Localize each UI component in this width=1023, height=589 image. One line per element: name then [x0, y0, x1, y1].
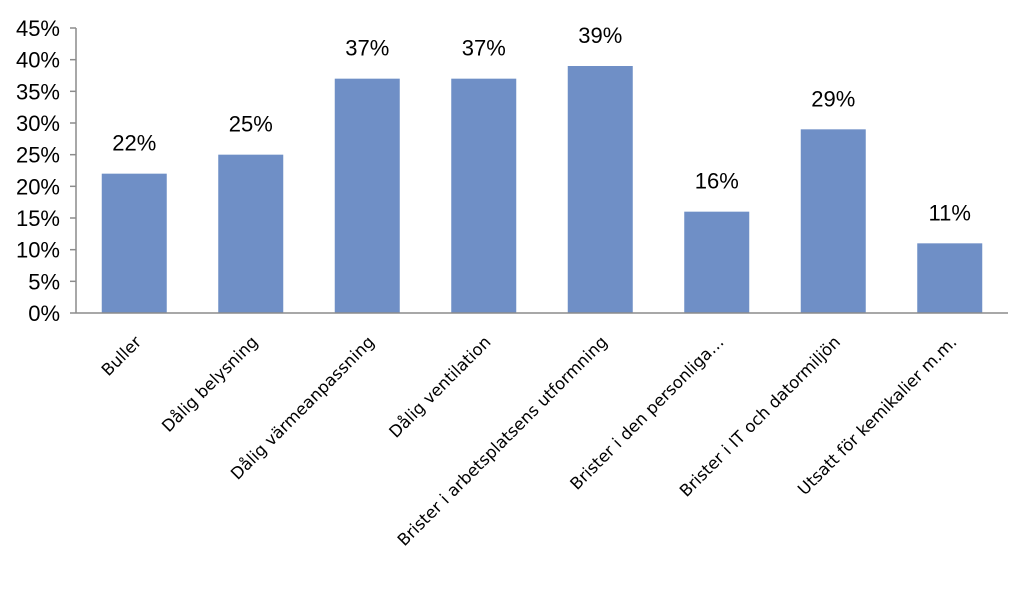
- data-label: 11%: [929, 200, 971, 225]
- bar: [451, 78, 517, 314]
- category-label: Buller: [98, 332, 145, 379]
- y-axis-ticks: 0% 5% 10% 15% 20% 25% 30% 35% 40% 45%: [16, 16, 76, 326]
- y-tick-label: 45%: [16, 16, 60, 41]
- data-label: 29%: [811, 86, 855, 111]
- y-tick-label: 5%: [28, 269, 60, 294]
- y-tick-label: 35%: [16, 79, 60, 104]
- data-labels: 22% 25% 37% 37% 39% 16% 29% 11%: [112, 23, 971, 225]
- data-label: 16%: [695, 169, 739, 194]
- bar: [917, 243, 983, 313]
- category-label: Brister i arbetsplatsens utformning: [394, 332, 611, 549]
- bars: [101, 66, 983, 314]
- data-label: 22%: [112, 131, 156, 156]
- y-tick-label: 0%: [28, 301, 60, 326]
- bar: [684, 211, 750, 313]
- category-label: Dålig belysning: [158, 332, 261, 435]
- y-tick-label: 20%: [16, 174, 60, 199]
- y-tick-label: 40%: [16, 48, 60, 73]
- bar: [567, 66, 633, 313]
- y-tick-label: 10%: [16, 238, 60, 263]
- axes: [75, 28, 1008, 314]
- y-tick-label: 15%: [16, 206, 60, 231]
- bar: [218, 154, 284, 313]
- bar: [101, 173, 167, 313]
- data-label: 37%: [345, 36, 389, 61]
- data-label: 25%: [229, 112, 273, 137]
- bar: [334, 78, 400, 314]
- data-label: 37%: [462, 36, 506, 61]
- y-tick-label: 25%: [16, 143, 60, 168]
- y-tick-label: 30%: [16, 111, 60, 136]
- data-label: 39%: [578, 23, 622, 48]
- category-label: Dålig ventilation: [385, 332, 494, 441]
- bar: [800, 129, 866, 313]
